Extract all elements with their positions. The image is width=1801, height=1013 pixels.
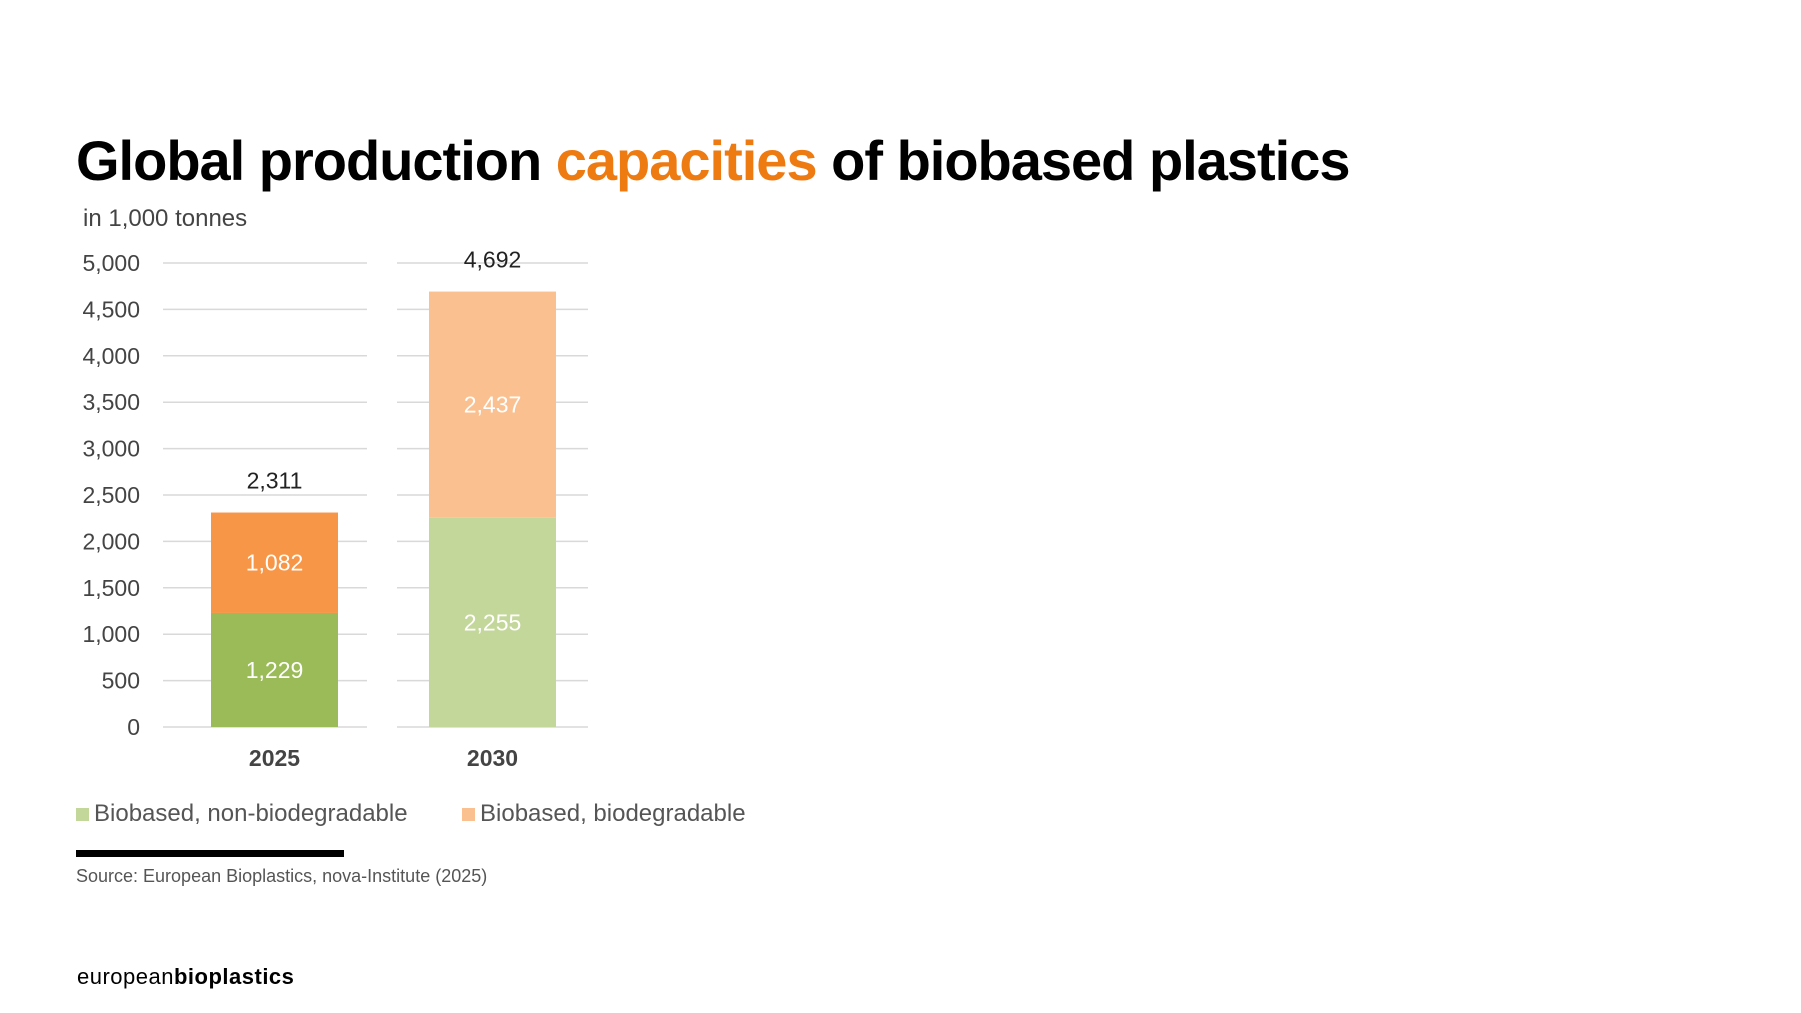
x-tick-label: 2030 <box>467 745 518 771</box>
title-highlight: capacities <box>555 129 818 192</box>
logo-part2: bioplastics <box>173 964 295 989</box>
data-label: 2,437 <box>464 392 522 418</box>
data-label: 1,229 <box>246 657 304 683</box>
x-tick-label: 2025 <box>249 745 300 771</box>
y-tick-label: 500 <box>102 668 140 694</box>
legend-label: Biobased, biodegradable <box>480 800 746 827</box>
legend-item-non-biodegradable: Biobased, non-biodegradable <box>76 800 408 828</box>
chart-title: Global production capacities of biobased… <box>76 128 1350 193</box>
legend-item-biodegradable: Biobased, biodegradable <box>462 800 746 828</box>
total-label: 4,692 <box>464 247 522 273</box>
y-tick-label: 0 <box>127 714 140 740</box>
bar-segment <box>211 512 338 613</box>
y-tick-label: 2,500 <box>82 482 140 508</box>
logo: europeanbioplastics <box>77 964 294 990</box>
y-tick-label: 2,000 <box>82 528 140 554</box>
unit-label: in 1,000 tonnes <box>83 205 248 232</box>
bar-segment <box>429 291 556 518</box>
title-part2: of biobased plastics <box>816 129 1350 192</box>
bar-segment <box>429 517 556 727</box>
legend-swatch <box>76 807 89 821</box>
legend-label: Biobased, non-biodegradable <box>94 800 408 827</box>
logo-part1: european <box>77 964 174 989</box>
y-tick-label: 5,000 <box>82 250 140 276</box>
bar-segment <box>211 612 338 727</box>
y-tick-label: 1,000 <box>82 621 140 647</box>
data-label: 1,082 <box>246 550 304 576</box>
total-label: 2,311 <box>247 468 303 494</box>
y-tick-label: 4,000 <box>82 343 140 369</box>
legend-swatch <box>462 807 475 821</box>
y-tick-label: 1,500 <box>82 575 140 601</box>
y-tick-label: 3,500 <box>82 389 140 415</box>
title-part1: Global production <box>76 129 556 192</box>
y-tick-label: 3,000 <box>82 436 140 462</box>
data-label: 2,255 <box>464 609 522 635</box>
source-note: Source: European Bioplastics, nova-Insti… <box>76 866 488 886</box>
divider <box>76 850 344 857</box>
y-tick-label: 4,500 <box>82 296 140 322</box>
